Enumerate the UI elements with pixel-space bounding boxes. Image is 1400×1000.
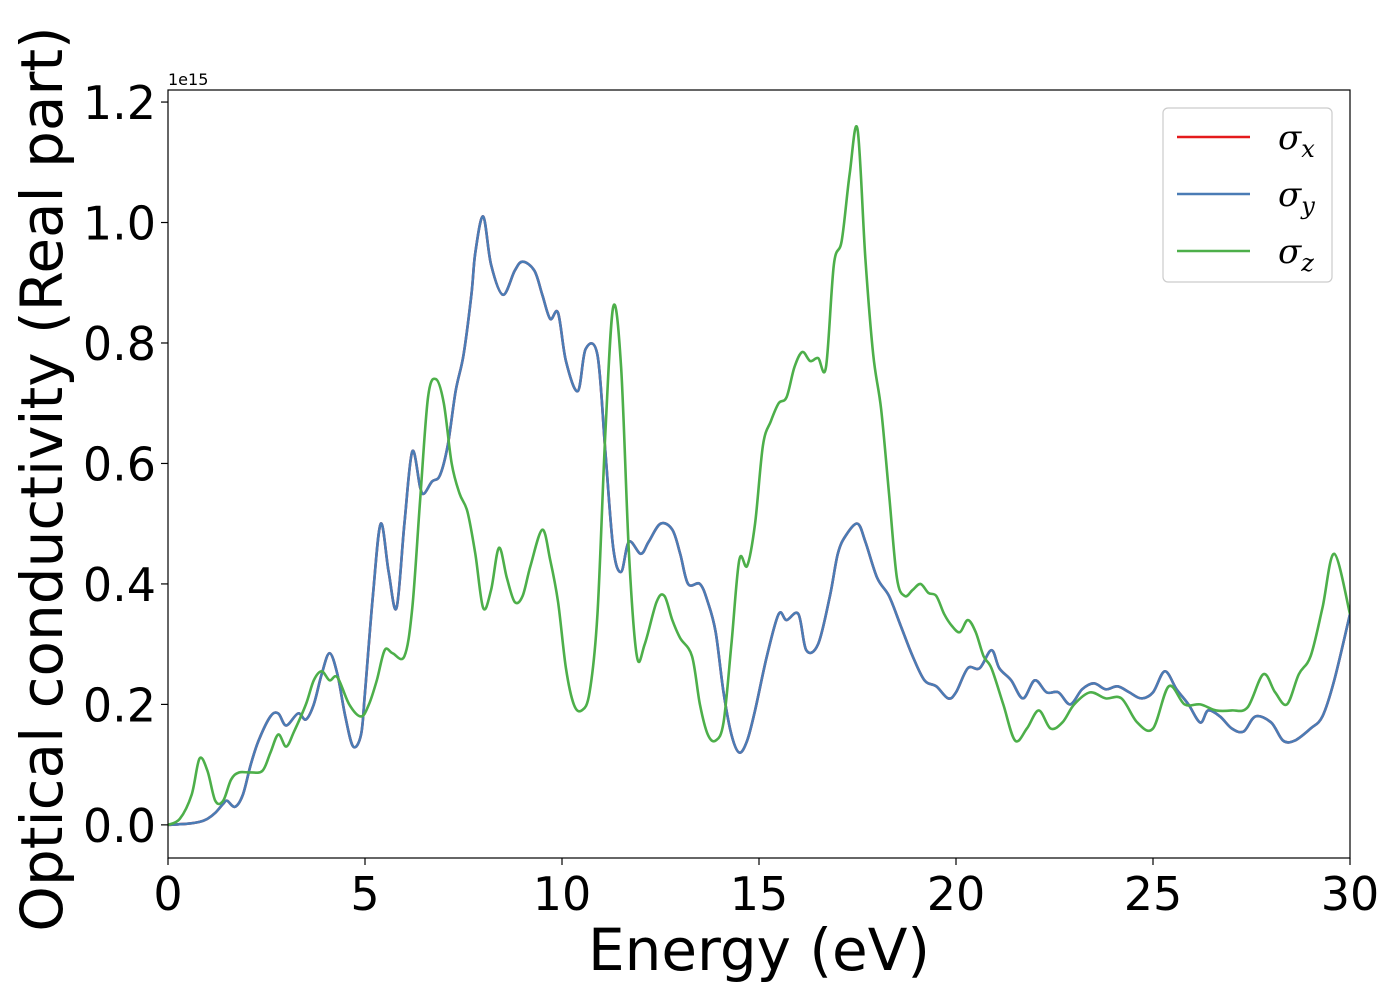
series-line-sigma-z [168, 125, 1350, 827]
x-tick-label: 25 [1124, 867, 1183, 921]
legend-label-sigma-z: σz [1278, 232, 1314, 277]
x-tick-label: 5 [350, 867, 379, 921]
legend-label-sigma-y: σy [1278, 175, 1315, 220]
y-axis-offset-label: 1e15 [168, 70, 208, 89]
x-axis-label: Energy (eV) [588, 916, 930, 984]
x-tick-label: 10 [533, 867, 592, 921]
x-tick-label: 30 [1321, 867, 1380, 921]
x-tick-label: 20 [927, 867, 986, 921]
y-tick-label: 1.0 [83, 197, 156, 251]
y-axis-label: Optical conductivity (Real part) [8, 26, 76, 931]
y-tick-label: 0.4 [83, 558, 156, 612]
x-tick-label: 15 [730, 867, 789, 921]
legend: σx σy σz [1162, 107, 1333, 283]
ticks-layer: 0 5 10 15 20 25 30 0.0 0.2 0.4 0.6 0.8 1.0 1.2 [83, 76, 1379, 921]
y-tick-label: 0.6 [83, 437, 156, 491]
y-tick-label: 0.8 [83, 317, 156, 371]
series-line-sigma-y [168, 215, 1350, 827]
x-tick-label: 0 [153, 867, 182, 921]
legend-label-sigma-x: σx [1278, 118, 1315, 163]
series-layer [168, 125, 1350, 827]
y-tick-label: 0.0 [83, 799, 156, 853]
y-tick-label: 1.2 [83, 76, 156, 130]
y-tick-label: 0.2 [83, 678, 156, 732]
